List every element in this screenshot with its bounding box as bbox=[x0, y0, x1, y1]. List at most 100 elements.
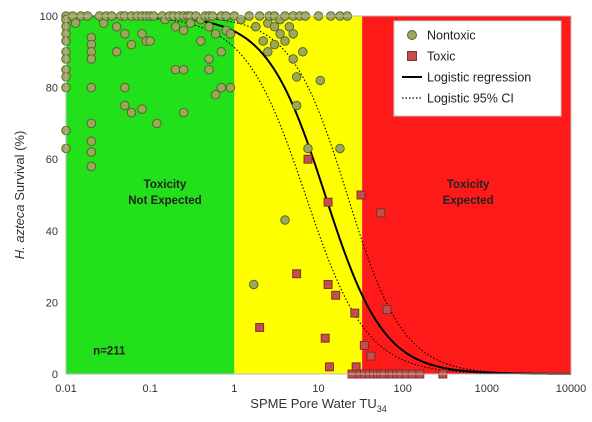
nontoxic-point bbox=[204, 21, 214, 32]
toxic-point bbox=[320, 333, 330, 343]
sample-size-label: n=211 bbox=[93, 345, 126, 357]
nontoxic-point bbox=[216, 47, 227, 57]
x-tick-label: 100 bbox=[393, 383, 411, 395]
zone-label-line1-2: Toxicity bbox=[447, 179, 490, 191]
nontoxic-point bbox=[170, 64, 181, 75]
nontoxic-point bbox=[86, 118, 97, 129]
nontoxic-point bbox=[120, 100, 130, 111]
nontoxic-point bbox=[178, 107, 189, 118]
y-tick-label: 0 bbox=[52, 369, 58, 381]
toxic-point bbox=[356, 190, 366, 200]
nontoxic-point bbox=[126, 39, 137, 50]
nontoxic-point bbox=[70, 18, 81, 28]
zone-label-line2-2: Expected bbox=[443, 195, 494, 207]
nontoxic-point bbox=[120, 82, 130, 93]
toxic-point bbox=[359, 340, 369, 350]
nontoxic-point bbox=[86, 54, 97, 64]
nontoxic-point bbox=[225, 29, 236, 39]
toxic-point bbox=[323, 197, 333, 207]
toxic-point bbox=[366, 351, 376, 361]
y-tick-label: 100 bbox=[40, 11, 58, 23]
nontoxic-point bbox=[291, 72, 302, 82]
zone-band-1 bbox=[234, 16, 363, 374]
toxic-point bbox=[382, 305, 392, 315]
nontoxic-point bbox=[170, 21, 181, 32]
legend-nontoxic-marker bbox=[407, 30, 417, 40]
x-tick-label: 10000 bbox=[556, 383, 587, 395]
plot-frame bbox=[65, 15, 572, 375]
nontoxic-point bbox=[275, 29, 285, 39]
legend: Nontoxic Toxic Logistic regression Logistic… bbox=[393, 20, 562, 117]
x-axis-title-subscript: 34 bbox=[377, 404, 387, 414]
x-tick-label: 0.01 bbox=[55, 383, 76, 395]
nontoxic-point bbox=[178, 64, 189, 75]
nontoxic-point bbox=[86, 136, 97, 147]
nontoxic-point bbox=[86, 147, 97, 157]
nontoxic-point bbox=[204, 64, 214, 75]
nontoxic-point bbox=[251, 21, 261, 32]
nontoxic-point bbox=[185, 18, 196, 28]
legend-label-nontoxic: Nontoxic bbox=[427, 29, 476, 43]
nontoxic-point bbox=[248, 279, 259, 290]
axis-ticks: 0.01 0.1 1 10 100 1000 10000 0 20 40 60 80 100 bbox=[40, 11, 587, 395]
nontoxic-point bbox=[269, 21, 280, 32]
y-tick-label: 60 bbox=[46, 154, 58, 166]
nontoxic-point bbox=[152, 118, 162, 129]
nontoxic-point bbox=[137, 29, 147, 39]
nontoxic-point bbox=[145, 36, 155, 46]
y-axis-title: H. azteca Survival (%) bbox=[12, 131, 27, 260]
y-axis-title-species: H. azteca bbox=[12, 204, 27, 259]
nontoxic-point bbox=[335, 143, 345, 154]
nontoxic-point bbox=[216, 82, 227, 93]
nontoxic-point bbox=[258, 36, 268, 46]
y-axis-title-rest: Survival (%) bbox=[12, 131, 27, 205]
nontoxic-point bbox=[86, 161, 97, 172]
nontoxic-point bbox=[288, 54, 298, 64]
nontoxic-point bbox=[196, 36, 206, 46]
nontoxic-point bbox=[280, 215, 290, 225]
nontoxic-point bbox=[236, 14, 246, 25]
nontoxic-point bbox=[225, 82, 236, 93]
zone-labels: Toxicity Not Expected Toxicity Expected bbox=[128, 179, 493, 207]
x-tick-label: 0.1 bbox=[143, 383, 158, 395]
legend-label-ci: Logistic 95% CI bbox=[427, 92, 514, 106]
y-tick-label: 80 bbox=[46, 83, 58, 95]
nontoxic-point bbox=[126, 107, 137, 118]
annotations: n=211 bbox=[93, 345, 126, 357]
axis-titles: SPME Pore Water TU34 H. azteca Survival (… bbox=[12, 131, 387, 414]
zone-band-0 bbox=[66, 16, 235, 374]
x-axis-title: SPME Pore Water TU34 bbox=[250, 396, 386, 414]
toxic-point bbox=[325, 362, 334, 372]
nontoxic-point bbox=[204, 54, 214, 64]
toxic-point bbox=[323, 280, 333, 289]
nontoxic-point bbox=[315, 75, 326, 86]
legend-box bbox=[393, 20, 562, 117]
nontoxic-point bbox=[111, 21, 122, 32]
nontoxic-point bbox=[280, 36, 290, 46]
nontoxic-point bbox=[263, 47, 273, 57]
nontoxic-point bbox=[178, 25, 189, 36]
plot-border bbox=[65, 15, 572, 375]
legend-label-logistic: Logistic regression bbox=[427, 71, 531, 85]
toxic-point bbox=[303, 154, 313, 164]
nontoxic-point bbox=[288, 29, 298, 39]
toxic-point bbox=[331, 290, 341, 300]
y-tick-label: 40 bbox=[46, 226, 58, 238]
nontoxic-point bbox=[303, 143, 313, 154]
y-tick-label: 20 bbox=[46, 297, 58, 309]
nontoxic-point bbox=[111, 47, 122, 57]
nontoxic-point bbox=[298, 47, 308, 57]
zone-label-line1-0: Toxicity bbox=[144, 179, 187, 191]
toxic-point bbox=[255, 323, 265, 332]
toxic-point bbox=[350, 308, 360, 318]
nontoxic-point bbox=[269, 39, 280, 50]
nontoxic-point bbox=[284, 21, 295, 32]
nontoxic-point bbox=[210, 90, 221, 100]
x-tick-label: 1 bbox=[231, 383, 237, 395]
zone-label-line2-0: Not Expected bbox=[128, 195, 202, 207]
toxic-point bbox=[376, 208, 386, 218]
x-axis-title-main: SPME Pore Water TU bbox=[250, 396, 376, 411]
x-tick-label: 10 bbox=[312, 383, 324, 395]
